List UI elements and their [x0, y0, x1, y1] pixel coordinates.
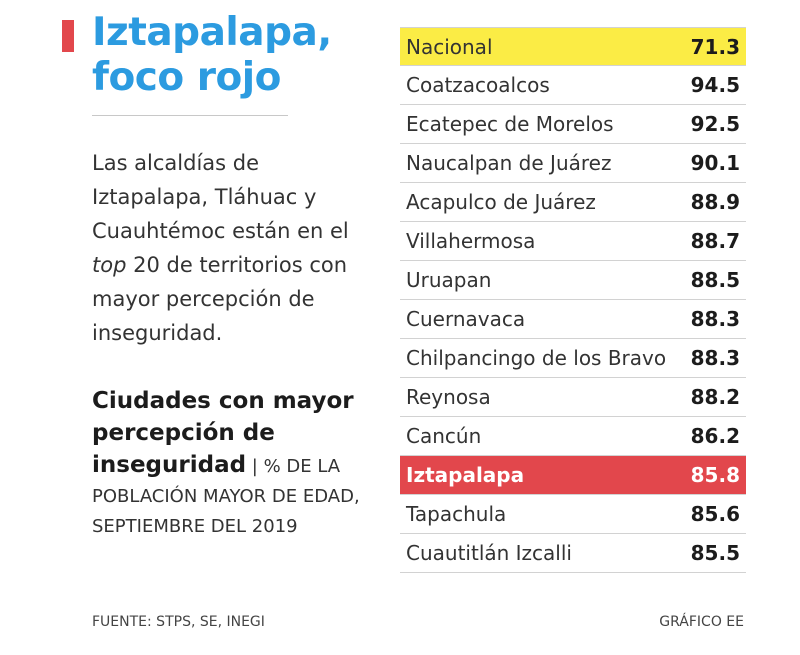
graphic-credit: GRÁFICO EE — [659, 614, 744, 630]
source-note: FUENTE: STPS, SE, INEGI — [92, 614, 265, 630]
city-name: Ecatepec de Morelos — [406, 112, 614, 136]
table-row: Acapulco de Juárez 88.9 — [400, 183, 746, 222]
headline: Iztapalapa, foco rojo — [92, 10, 382, 100]
table-row: Nacional 71.3 — [400, 27, 746, 66]
city-name: Chilpancingo de los Bravo — [406, 346, 667, 370]
city-value: 88.2 — [690, 385, 740, 409]
table-row: Cuautitlán Izcalli 85.5 — [400, 534, 746, 573]
headline-line-1: Iztapalapa, — [92, 10, 332, 55]
table-row: Reynosa 88.2 — [400, 378, 746, 417]
table-row: Tapachula 85.6 — [400, 495, 746, 534]
headline-line-2: foco rojo — [92, 55, 281, 100]
intro-part-2: 20 de territorios con mayor percepción d… — [92, 253, 348, 345]
subhead-separator: | — [246, 456, 264, 477]
intro-italic: top — [92, 253, 127, 277]
city-value: 85.6 — [690, 502, 740, 526]
table-row: Iztapalapa 85.8 — [400, 456, 746, 495]
city-value: 85.8 — [690, 463, 740, 487]
city-value: 92.5 — [690, 112, 740, 136]
city-value: 88.3 — [690, 307, 740, 331]
accent-bar — [62, 20, 74, 52]
table-row: Naucalpan de Juárez 90.1 — [400, 144, 746, 183]
city-name: Uruapan — [406, 268, 492, 292]
city-name: Villahermosa — [406, 229, 536, 253]
city-value: 85.5 — [690, 541, 740, 565]
subhead-units: % DE LA POBLACIÓN MAYOR DE EDAD, SEPTIEM… — [92, 456, 360, 537]
city-name: Cuernavaca — [406, 307, 526, 331]
table-row: Villahermosa 88.7 — [400, 222, 746, 261]
city-value: 94.5 — [690, 73, 740, 97]
city-name: Nacional — [406, 34, 493, 59]
city-value: 86.2 — [690, 424, 740, 448]
table-row: Ecatepec de Morelos 92.5 — [400, 105, 746, 144]
city-name: Naucalpan de Juárez — [406, 151, 612, 175]
chart-subhead: Ciudades con mayor percepción de insegur… — [92, 386, 382, 542]
table-row: Coatzacoalcos 94.5 — [400, 66, 746, 105]
headline-divider — [92, 115, 288, 116]
table-row: Cancún 86.2 — [400, 417, 746, 456]
ranking-table: Nacional 71.3 Coatzacoalcos 94.5 Ecatepec de… — [400, 27, 746, 573]
city-value: 90.1 — [690, 151, 740, 175]
city-value: 88.7 — [690, 229, 740, 253]
city-value: 71.3 — [690, 34, 740, 59]
table-row: Chilpancingo de los Bravo 88.3 — [400, 339, 746, 378]
city-value: 88.9 — [690, 190, 740, 214]
city-name: Tapachula — [406, 502, 507, 526]
city-name: Acapulco de Juárez — [406, 190, 596, 214]
intro-text: Las alcaldías de Iztapalapa, Tláhuac y C… — [92, 146, 377, 350]
city-name: Coatzacoalcos — [406, 73, 550, 97]
city-name: Cuautitlán Izcalli — [406, 541, 572, 565]
city-name: Reynosa — [406, 385, 491, 409]
table-row: Uruapan 88.5 — [400, 261, 746, 300]
city-value: 88.5 — [690, 268, 740, 292]
city-name: Iztapalapa — [406, 463, 525, 487]
city-name: Cancún — [406, 424, 482, 448]
intro-part-1: Las alcaldías de Iztapalapa, Tláhuac y C… — [92, 151, 349, 243]
subhead-title: Ciudades con mayor percepción de insegur… — [92, 388, 354, 478]
city-value: 88.3 — [690, 346, 740, 370]
table-row: Cuernavaca 88.3 — [400, 300, 746, 339]
